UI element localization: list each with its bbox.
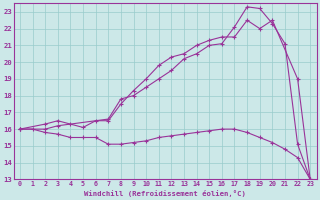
X-axis label: Windchill (Refroidissement éolien,°C): Windchill (Refroidissement éolien,°C) <box>84 190 246 197</box>
